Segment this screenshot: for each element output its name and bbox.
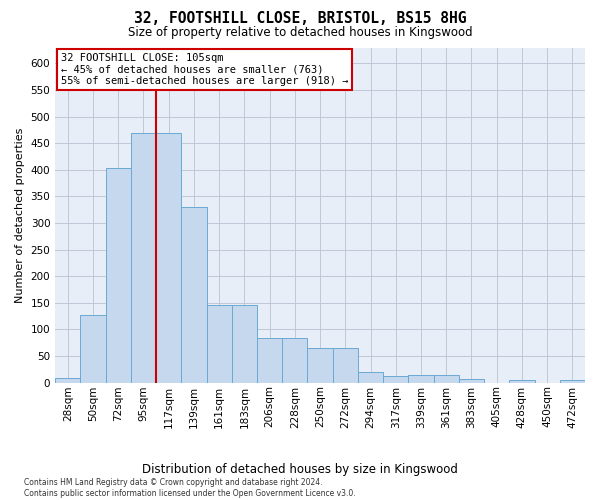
Bar (257, 338, 282, 382)
Bar (181, 207, 206, 382)
Text: 32, FOOTSHILL CLOSE, BRISTOL, BS15 8HG: 32, FOOTSHILL CLOSE, BRISTOL, BS15 8HG (134, 11, 466, 26)
Bar (409, 374, 434, 382)
Bar (332, 348, 358, 382)
Text: 32 FOOTSHILL CLOSE: 105sqm
← 45% of detached houses are smaller (763)
55% of sem: 32 FOOTSHILL CLOSE: 105sqm ← 45% of deta… (61, 53, 348, 86)
Bar (358, 372, 383, 382)
Bar (106, 168, 131, 382)
Bar (459, 380, 484, 382)
Bar (560, 380, 585, 382)
Text: Contains HM Land Registry data © Crown copyright and database right 2024.
Contai: Contains HM Land Registry data © Crown c… (24, 478, 356, 498)
Bar (383, 376, 409, 382)
Y-axis label: Number of detached properties: Number of detached properties (15, 128, 25, 302)
Bar (206, 306, 232, 382)
Bar (307, 348, 332, 382)
Bar (282, 338, 307, 382)
Text: Size of property relative to detached houses in Kingswood: Size of property relative to detached ho… (128, 26, 472, 39)
Text: Distribution of detached houses by size in Kingswood: Distribution of detached houses by size … (142, 462, 458, 475)
Bar (55, 378, 80, 382)
Bar (131, 132, 156, 382)
Bar (232, 306, 257, 382)
Bar (434, 374, 459, 382)
Bar (80, 314, 106, 382)
Bar (156, 132, 181, 382)
Bar (509, 380, 535, 382)
